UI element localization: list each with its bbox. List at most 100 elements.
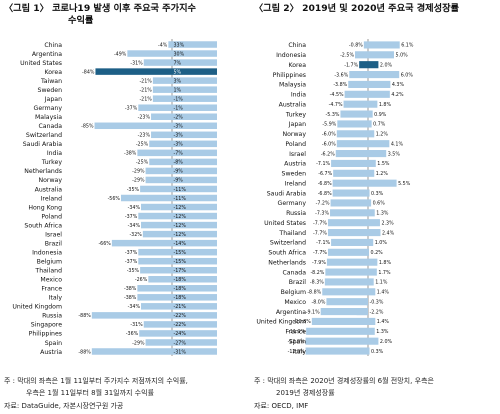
figure-2-bar-2020 bbox=[359, 61, 368, 69]
figure-2-category-label: China bbox=[288, 42, 306, 49]
figure-1-category-label: Spain bbox=[45, 340, 62, 347]
figure-1-value-label-right: -11% bbox=[174, 187, 187, 193]
figure-1-bar-left bbox=[151, 131, 172, 139]
figure-2-value-label-2019: 4.1% bbox=[391, 141, 404, 147]
figure-1-bar-right bbox=[172, 59, 217, 66]
figure-2-value-label-2020: -7.7% bbox=[313, 230, 327, 236]
figure-1-value-label-right: -3% bbox=[174, 124, 184, 130]
figure-2-value-label-2020: -7.2% bbox=[316, 201, 330, 207]
figure-2-value-label-2019: 2.0% bbox=[380, 62, 393, 68]
figure-2-bar-2019 bbox=[368, 150, 387, 158]
figure-2-category-label: Japan bbox=[288, 121, 306, 128]
figure-2-bar-2019 bbox=[368, 209, 375, 217]
figure-2-value-label-2020: -5.9% bbox=[322, 122, 336, 128]
figure-2-bar-2020 bbox=[331, 238, 368, 246]
figure-1-bar-left bbox=[145, 339, 172, 346]
figure-2-category-label: Brazil bbox=[289, 279, 307, 286]
figure-1-category-label: United States bbox=[20, 60, 62, 67]
figure-2-value-label-2020: -1.7% bbox=[344, 62, 358, 68]
figure-1-value-label-right: -11% bbox=[174, 196, 187, 202]
figure-2-category-label: Turkey bbox=[285, 111, 306, 118]
figure-1-value-label-left: -4% bbox=[158, 42, 168, 48]
figure-1-bar-left bbox=[145, 167, 172, 175]
figure-2-value-label-2019: 0.7% bbox=[373, 122, 386, 128]
figure-2-bar-2020 bbox=[326, 298, 368, 306]
figure-1-bar-right bbox=[172, 176, 217, 184]
figure-2-value-label-2020: -12.0% bbox=[288, 349, 305, 355]
figure-2-category-label: Ireland bbox=[285, 180, 306, 187]
figure-1-bar-right bbox=[172, 104, 217, 111]
figure-1-bar-right bbox=[172, 185, 217, 193]
figure-1-bar-right bbox=[172, 122, 217, 130]
figure-1-category-label: Korea bbox=[44, 69, 62, 76]
figure-2-value-label-2019: 1.8% bbox=[379, 260, 392, 266]
figure-1-bar-left bbox=[151, 113, 172, 120]
figure-1-bar-left bbox=[120, 194, 172, 202]
figure-1-bar-right bbox=[172, 203, 217, 211]
figure-1-value-label-right: -18% bbox=[174, 277, 187, 283]
figure-1-category-label: Saudi Arabia bbox=[23, 141, 62, 148]
figure-2-bar-2019 bbox=[368, 288, 376, 296]
figure-2-value-label-2020: -6.8% bbox=[318, 181, 332, 187]
figure-1-bar-right bbox=[172, 212, 217, 220]
figure-2-value-label-2020: -7.3% bbox=[315, 211, 329, 217]
figure-1-bar-left bbox=[138, 248, 172, 256]
figure-2-bar-2020 bbox=[326, 258, 368, 266]
figure-1-value-label-left: -38% bbox=[124, 286, 137, 292]
figure-2-bar-2019 bbox=[368, 71, 400, 79]
figure-2-category-label: India bbox=[291, 92, 306, 99]
figure-1-value-label-right: -1% bbox=[174, 106, 184, 112]
figure-2-bar-2019 bbox=[368, 229, 381, 237]
figure-2-value-label-2019: 1.3% bbox=[376, 329, 389, 335]
figure-2-bar-2020 bbox=[305, 337, 368, 345]
figure-2-bar-2019 bbox=[368, 41, 400, 49]
figure-2-bar-2019 bbox=[356, 308, 368, 316]
figure-2-value-label-2020: -6.8% bbox=[318, 191, 332, 197]
figure-2-value-label-2020: -10.8% bbox=[294, 319, 311, 325]
figure-2-category-label: Korea bbox=[288, 62, 306, 69]
figure-1-value-label-left: -23% bbox=[138, 115, 151, 121]
figure-1-category-label: Singapore bbox=[31, 322, 62, 329]
figure-2-value-label-2020: -7.1% bbox=[316, 240, 330, 246]
figure-2-category-label: Spain bbox=[289, 338, 306, 345]
figure-1-bar-right bbox=[172, 276, 217, 283]
figure-1-bar-left bbox=[94, 122, 172, 130]
figure-1-value-label-left: -23% bbox=[138, 133, 151, 139]
figure-1-value-label-left: -37% bbox=[125, 250, 138, 256]
figure-1-value-label-left: -56% bbox=[108, 196, 121, 202]
figure-2-bar-2020 bbox=[324, 278, 368, 286]
figure-2-bar-2019 bbox=[368, 130, 375, 138]
figure-1-bar-left bbox=[149, 140, 172, 148]
figure-1-value-label-right: -3% bbox=[174, 133, 184, 139]
figure-2-value-label-2019: 1.2% bbox=[376, 132, 389, 138]
figure-1-value-label-left: -26% bbox=[135, 277, 148, 283]
figure-2-value-label-2020: -2.5% bbox=[340, 53, 354, 59]
figure-1-bar-right bbox=[172, 257, 217, 265]
figure-2-bar-2019 bbox=[368, 51, 394, 59]
figure-1-category-label: Ireland bbox=[41, 195, 62, 202]
figure-2-category-label: Austria bbox=[284, 161, 306, 168]
figure-1-category-label: Netherlands bbox=[24, 168, 62, 175]
figure-1-category-label: France bbox=[41, 286, 62, 293]
figure-2-category-label: Philippines bbox=[273, 72, 306, 79]
figure-1-bar-left bbox=[142, 230, 172, 238]
figure-1-value-label-right: -12% bbox=[174, 223, 187, 229]
figure-1-category-label: Italy bbox=[49, 295, 63, 302]
figure-2-value-label-2020: -7.7% bbox=[313, 250, 327, 256]
figure-1-bar-right bbox=[172, 221, 217, 229]
figure-1-panel: 〈그림 1〉 코로나19 발생 이후 주요국 주가지수 수익률 China -4%… bbox=[4, 3, 217, 410]
figure-1-bar-right bbox=[172, 330, 217, 337]
figure-1-bar-right bbox=[172, 339, 217, 346]
figure-1-category-label: Japan bbox=[44, 96, 62, 103]
figure-1-chart: China -4% 33% Argentina -49% 30% United States… bbox=[12, 39, 217, 356]
figure-2-category-label: Israel bbox=[289, 151, 306, 158]
figure-2-category-label: United States bbox=[264, 220, 306, 227]
figure-2-category-label: Italy bbox=[293, 348, 307, 355]
figure-2-bar-2020 bbox=[336, 140, 368, 148]
figure-1-value-label-left: -25% bbox=[136, 142, 149, 148]
figure-1-bar-right bbox=[172, 50, 217, 57]
figure-1-value-label-right: -12% bbox=[174, 214, 187, 220]
figure-1-value-label-right: -17% bbox=[174, 268, 187, 274]
figure-1-bar-left bbox=[137, 149, 172, 157]
figure-2-category-label: Belgium bbox=[281, 289, 306, 296]
